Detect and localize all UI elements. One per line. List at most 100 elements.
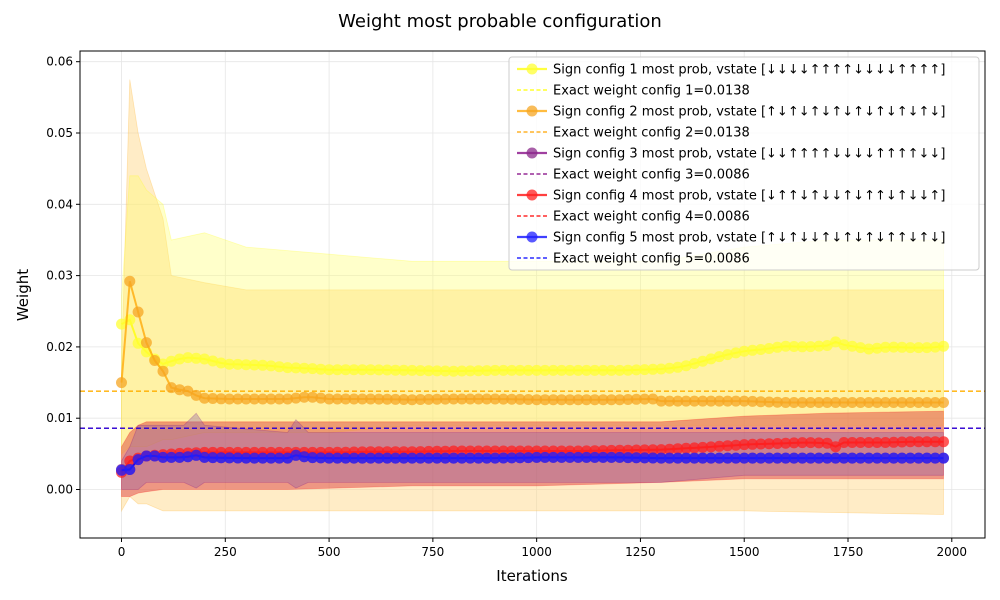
data-point (913, 342, 925, 354)
data-point (688, 395, 700, 407)
data-point (223, 358, 235, 370)
data-point (381, 452, 393, 464)
y-tick-label: 0.01 (46, 411, 73, 425)
data-point (589, 451, 601, 463)
data-point (639, 444, 651, 456)
data-point (356, 364, 368, 376)
data-point (938, 436, 949, 448)
x-axis-ticks: 0 250 500 750 1000 1250 1500 1750 2000 (118, 538, 967, 559)
data-point (265, 393, 277, 405)
data-point (348, 364, 360, 376)
data-point (116, 464, 127, 476)
data-point (390, 452, 401, 464)
data-point (307, 363, 318, 375)
data-point (522, 394, 534, 405)
data-point (315, 452, 327, 464)
data-point (771, 452, 783, 464)
data-point (830, 397, 842, 408)
data-point (705, 353, 717, 365)
data-point (747, 344, 758, 356)
data-point (688, 358, 700, 369)
data-point (763, 438, 775, 450)
data-point (539, 364, 551, 376)
data-point (747, 395, 758, 407)
data-point (489, 393, 501, 405)
data-point (539, 394, 551, 406)
data-point (182, 451, 194, 463)
data-point (348, 452, 360, 464)
data-point (730, 452, 742, 464)
data-point (514, 452, 526, 464)
data-point (207, 355, 219, 367)
data-point (672, 443, 684, 455)
data-point (929, 452, 941, 464)
data-point (755, 438, 767, 450)
legend-swatch-marker (526, 231, 538, 243)
data-point (439, 452, 451, 464)
data-point (913, 436, 925, 448)
data-point (556, 394, 568, 406)
series-config-1 (116, 314, 949, 377)
data-point (157, 451, 169, 463)
data-point (639, 452, 651, 464)
data-point (871, 342, 883, 354)
y-axis-label: Weight (14, 269, 32, 321)
data-point (564, 364, 576, 376)
data-point (664, 443, 675, 455)
data-point (373, 452, 385, 464)
data-point (298, 391, 310, 403)
data-point (904, 397, 916, 408)
data-point (821, 397, 833, 408)
data-point (373, 393, 385, 405)
data-point (688, 442, 700, 454)
data-point (664, 395, 675, 407)
data-point (398, 364, 410, 376)
data-point (821, 340, 833, 351)
data-point (705, 452, 717, 464)
x-tick-label: 1750 (833, 545, 864, 559)
data-point (290, 449, 302, 461)
data-point (697, 355, 709, 367)
data-point (639, 364, 651, 376)
x-tick-label: 0 (118, 545, 126, 559)
data-point (282, 452, 294, 464)
data-point (182, 385, 194, 397)
data-point (614, 394, 626, 406)
data-point (390, 364, 401, 376)
data-point (755, 396, 767, 408)
data-point (456, 365, 468, 377)
data-point (414, 365, 426, 377)
y-tick-label: 0.06 (46, 55, 73, 69)
legend-entry-label: Exact weight config 3=0.0086 (553, 168, 750, 183)
data-point (605, 394, 617, 406)
data-point (165, 382, 177, 394)
data-point (257, 393, 269, 405)
data-point (257, 452, 269, 464)
data-point (722, 452, 734, 464)
data-point (838, 437, 850, 448)
data-point (896, 436, 908, 448)
data-point (904, 436, 916, 448)
data-point (597, 394, 609, 406)
data-point (821, 437, 833, 449)
data-point (871, 397, 883, 408)
data-point (140, 450, 152, 462)
data-point (165, 451, 177, 463)
data-point (888, 452, 900, 464)
data-point (514, 393, 526, 405)
band-config-1 (121, 175, 944, 455)
data-point (265, 360, 277, 372)
data-point (830, 452, 842, 464)
data-point (796, 452, 808, 464)
data-point (232, 452, 244, 464)
data-point (929, 397, 941, 408)
data-point (282, 362, 294, 374)
data-point (921, 436, 933, 448)
data-point (879, 341, 891, 353)
data-point (929, 436, 941, 448)
data-point (581, 394, 592, 406)
data-point (680, 442, 692, 454)
data-point (730, 395, 742, 407)
data-point (190, 352, 202, 364)
data-point (805, 341, 817, 353)
